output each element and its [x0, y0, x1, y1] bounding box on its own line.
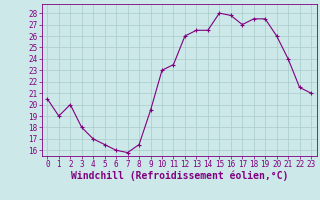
- X-axis label: Windchill (Refroidissement éolien,°C): Windchill (Refroidissement éolien,°C): [70, 171, 288, 181]
